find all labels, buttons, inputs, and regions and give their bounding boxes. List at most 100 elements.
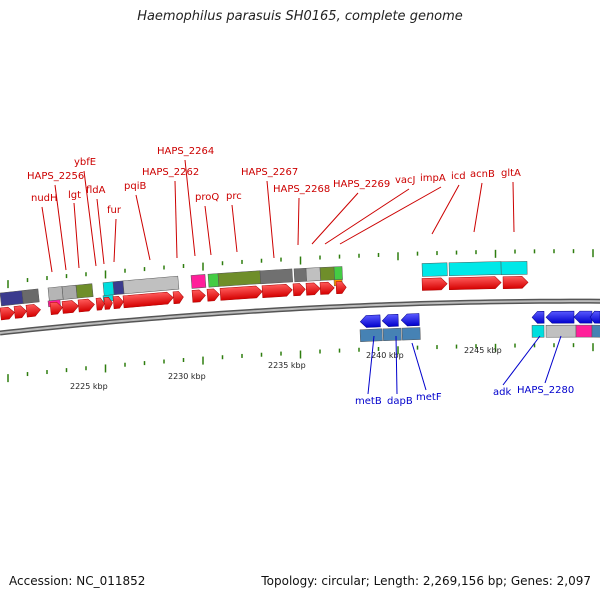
gene-label-forward: HAPS_2269 — [333, 179, 390, 190]
cog-block-forward — [122, 275, 180, 295]
label-leader-line — [231, 204, 238, 253]
cog-block-reverse — [359, 328, 383, 342]
cog-block-forward — [112, 280, 125, 296]
scale-label: 2245 kbp — [464, 346, 502, 355]
cog-block-forward — [47, 286, 64, 302]
scale-label: 2230 kbp — [168, 372, 206, 381]
forward-gene-arrow — [448, 276, 502, 291]
forward-gene-arrow — [112, 296, 124, 310]
label-leader-line — [502, 335, 541, 386]
label-leader-line — [431, 184, 460, 235]
forward-gene-arrow — [122, 291, 174, 309]
forward-gene-arrow — [305, 282, 321, 296]
forward-gene-arrow — [421, 277, 448, 291]
label-leader-line — [96, 198, 105, 265]
cog-block-forward — [207, 273, 220, 288]
label-leader-line — [204, 205, 212, 256]
cog-block-forward — [190, 274, 207, 289]
gene-label-forward: HAPS_2256 — [27, 171, 84, 182]
gene-label-forward: proQ — [195, 192, 219, 203]
gene-label-forward: fldA — [86, 185, 106, 196]
cog-block-forward — [305, 267, 321, 282]
cog-block-forward — [217, 270, 262, 287]
label-leader-line — [411, 342, 427, 391]
gene-label-reverse: metB — [355, 396, 382, 407]
forward-gene-arrow — [77, 298, 95, 313]
gene-label-forward: HAPS_2267 — [241, 167, 298, 178]
label-leader-line — [54, 184, 67, 271]
label-leader-line — [512, 181, 515, 233]
gene-label-reverse: adk — [493, 387, 511, 398]
genome-backbone-highlight — [0, 300, 600, 334]
cog-block-forward — [500, 261, 528, 275]
label-leader-line — [367, 335, 375, 395]
gene-label-forward: HAPS_2268 — [273, 184, 330, 195]
forward-gene-arrow — [219, 285, 263, 301]
label-leader-line — [339, 186, 442, 245]
label-leader-line — [83, 170, 97, 267]
forward-gene-arrow — [191, 289, 206, 303]
gene-label-forward: icd — [451, 171, 466, 182]
cog-block-forward — [421, 262, 448, 277]
forward-gene-arrow — [103, 296, 113, 310]
forward-gene-arrow — [292, 283, 306, 297]
gene-label-forward: acnB — [470, 169, 495, 180]
cog-block-reverse — [591, 324, 600, 338]
cog-block-reverse — [575, 324, 593, 338]
label-leader-line — [174, 180, 178, 259]
cog-block-forward — [61, 284, 78, 300]
forward-gene-arrow — [261, 284, 293, 298]
cog-block-forward — [259, 268, 293, 285]
gene-label-reverse: metF — [416, 392, 442, 403]
gene-label-reverse: dapB — [387, 396, 413, 407]
forward-gene-arrow — [25, 304, 41, 318]
label-leader-line — [113, 218, 117, 263]
forward-gene-arrow — [61, 300, 79, 314]
cog-block-forward — [75, 283, 94, 299]
reverse-gene-arrow — [573, 310, 593, 324]
label-leader-line — [473, 182, 483, 233]
reverse-gene-arrow — [400, 313, 420, 327]
cog-block-forward — [21, 288, 40, 304]
cog-block-reverse — [531, 325, 545, 338]
gene-label-reverse: HAPS_2280 — [517, 385, 574, 396]
scale-label: 2235 kbp — [268, 361, 306, 370]
label-leader-line — [135, 194, 151, 261]
forward-gene-arrow — [335, 281, 347, 295]
gene-label-forward: HAPS_2264 — [157, 146, 214, 157]
forward-gene-arrow — [319, 281, 335, 295]
forward-gene-arrow — [502, 276, 529, 289]
forward-gene-arrow — [49, 301, 63, 315]
gene-label-forward: nudH — [31, 193, 58, 204]
gene-label-forward: impA — [420, 173, 446, 184]
label-leader-line — [73, 202, 80, 269]
gene-label-forward: fur — [107, 205, 122, 216]
cog-block-reverse — [545, 324, 577, 338]
cog-block-forward — [0, 290, 24, 307]
scale-label: 2225 kbp — [70, 382, 108, 391]
label-leader-line — [395, 335, 398, 395]
label-leader-line — [544, 335, 562, 384]
forward-gene-arrow — [0, 306, 15, 321]
label-leader-line — [297, 197, 300, 246]
cog-block-forward — [102, 281, 115, 296]
cog-block-reverse — [382, 327, 402, 342]
forward-gene-arrow — [95, 297, 105, 311]
forward-gene-arrow — [206, 288, 220, 302]
cog-block-forward — [319, 266, 335, 281]
cog-block-reverse — [401, 327, 421, 341]
gene-label-forward: pqiB — [124, 181, 146, 192]
reverse-gene-arrow — [359, 314, 381, 328]
gene-label-forward: lgt — [68, 190, 81, 201]
label-leader-line — [184, 159, 196, 257]
reverse-gene-arrow — [545, 310, 575, 324]
scale-label: 2240 kbp — [366, 351, 404, 360]
forward-gene-arrow — [13, 305, 27, 319]
label-leader-line — [311, 192, 359, 245]
accession-text: Accession: NC_011852 — [9, 574, 146, 588]
label-leader-line — [41, 206, 53, 273]
label-leader-line — [266, 180, 275, 259]
gene-label-forward: vacJ — [395, 175, 416, 186]
label-leader-line — [324, 188, 410, 245]
